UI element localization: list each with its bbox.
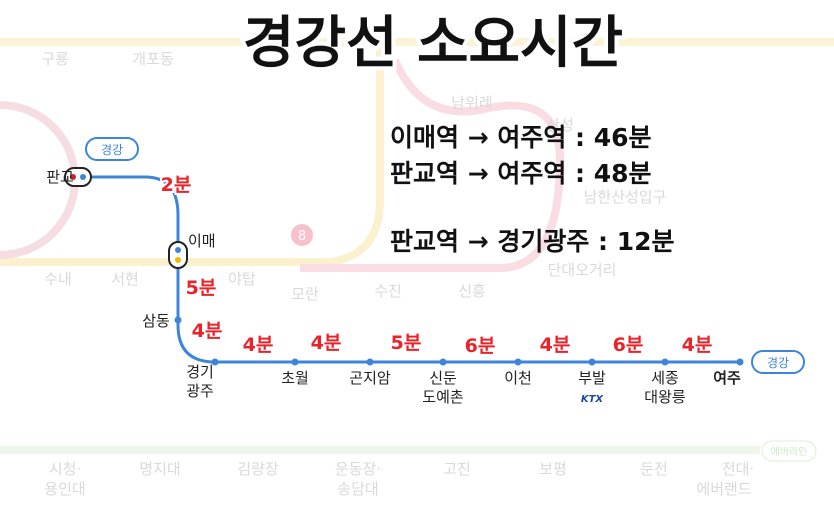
ktx-logo: KTX (581, 394, 605, 405)
svg-text:운동장·: 운동장· (335, 460, 381, 478)
station-dot (588, 358, 596, 366)
svg-text:에버라인: 에버라인 (771, 446, 808, 458)
station-name: 부발 (578, 369, 606, 387)
segment-time: 4분 (243, 334, 274, 356)
station-name: 삼동 (142, 312, 170, 330)
station-dot (661, 358, 669, 366)
segment-time: 5분 (186, 277, 217, 299)
svg-text:용인대: 용인대 (44, 480, 85, 498)
svg-text:구룡: 구룡 (41, 50, 69, 68)
svg-text:송담대: 송담대 (337, 480, 378, 498)
segment-time: 6분 (465, 335, 496, 357)
svg-text:둔전: 둔전 (640, 460, 668, 478)
station-dot (439, 358, 447, 366)
station-dot (366, 358, 374, 366)
gyeonggang-line (78, 175, 740, 364)
line-badge-text: 경강 (101, 143, 123, 157)
station-name: 곤지암 (349, 369, 391, 387)
station-name: 초월 (281, 369, 309, 387)
svg-text:개포동: 개포동 (132, 50, 174, 68)
summary: 이매역 → 여주역 : 46분 판교역 → 여주역 : 48분 판교역 → 경기… (390, 123, 675, 256)
segment-time: 5분 (391, 332, 422, 354)
segment-time: 4분 (311, 332, 342, 354)
svg-text:김량장: 김량장 (237, 460, 279, 478)
station-name: 도예촌 (422, 388, 463, 406)
svg-text:판교역 → 경기광주 : 12분: 판교역 → 경기광주 : 12분 (390, 227, 675, 256)
station-name: 경기 (186, 363, 214, 381)
svg-text:서현: 서현 (111, 270, 139, 288)
station-name: 이천 (504, 369, 532, 387)
station-dot (174, 316, 182, 324)
station-name: 이매 (188, 232, 216, 250)
svg-text:남위례: 남위례 (451, 94, 492, 112)
station-name: 신둔 (429, 369, 457, 387)
station-name: 여주 (713, 369, 741, 387)
svg-text:전대·: 전대· (722, 460, 754, 478)
segment-time: 4분 (540, 334, 571, 356)
transfer-stations (64, 167, 188, 269)
svg-text:모란: 모란 (291, 285, 319, 303)
svg-text:산성: 산성 (546, 116, 574, 134)
svg-text:고진: 고진 (443, 460, 471, 478)
segment-time: 6분 (613, 334, 644, 356)
svg-text:보평: 보평 (539, 460, 567, 478)
svg-text:8: 8 (298, 229, 306, 244)
line-badge (751, 350, 805, 374)
background-labels: 구룡 개포동 남위례 산성 남한산성입구 수내 서현 야탑 모란 수진 신흥 단… (41, 50, 817, 498)
svg-text:야탑: 야탑 (228, 270, 256, 288)
station-dot (211, 358, 219, 366)
station-dot (736, 358, 744, 366)
segment-times: 2분 5분 4분 4분 4분 5분 6분 4분 6분 4분 (159, 172, 715, 359)
svg-text:판교역 → 여주역 : 48분: 판교역 → 여주역 : 48분 (390, 159, 652, 188)
svg-text:수진: 수진 (374, 282, 402, 300)
svg-text:남한산성입구: 남한산성입구 (584, 188, 667, 206)
station-name: 세종 (651, 369, 679, 387)
segment-time: 4분 (192, 320, 223, 342)
svg-text:이매역 → 여주역 : 46분: 이매역 → 여주역 : 46분 (390, 123, 652, 152)
svg-text:단대오거리: 단대오거리 (547, 261, 616, 279)
svg-text:시청·: 시청· (49, 460, 81, 478)
segment-time: 4분 (682, 334, 713, 356)
station-name: 대왕릉 (644, 388, 686, 406)
station-name: 판교 (46, 168, 74, 186)
station-dot (291, 358, 299, 366)
svg-text:명지대: 명지대 (139, 460, 180, 478)
svg-text:에버랜드: 에버랜드 (696, 480, 751, 498)
title: 경강선 소요시간 (243, 11, 623, 76)
segment-time: 2분 (161, 174, 192, 196)
line-badge (85, 137, 139, 161)
station-name: 광주 (186, 382, 214, 400)
line-badge-text: 경강 (767, 356, 789, 370)
station-dot (514, 358, 522, 366)
svg-text:신흥: 신흥 (458, 282, 486, 300)
svg-text:수내: 수내 (44, 270, 72, 288)
